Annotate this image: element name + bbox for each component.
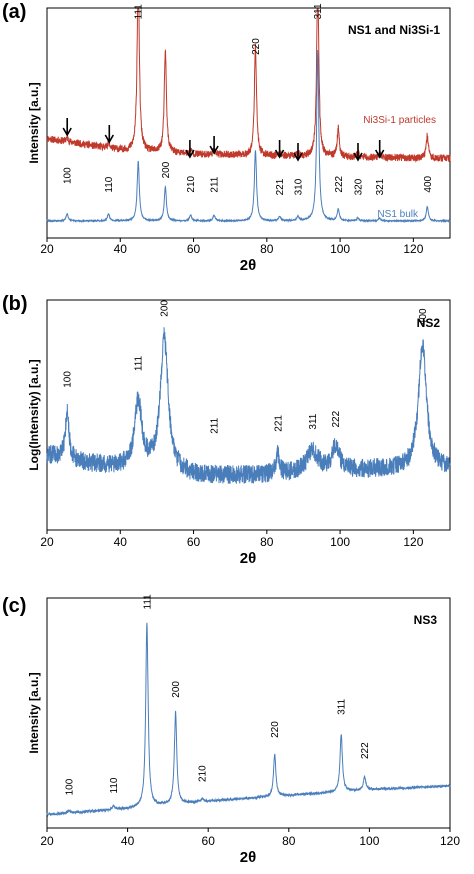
panel-a-peak-label-400: 400 [423, 175, 434, 192]
panel-c-letter: (c) [2, 595, 26, 617]
panel-a-x-tick-label-100: 100 [330, 242, 350, 256]
panel-b-x-tick-label-20: 20 [40, 535, 54, 549]
panel-a-peak-label-221: 221 [275, 178, 286, 195]
panel-a-tag: NS1 and Ni3Si-1 [348, 23, 440, 37]
panel-a-peak-labels: 111 311 220 100 110 200 210 211 221 310 222 320 321 4… [63, 3, 434, 195]
panel-a-x-tick-label-120: 120 [403, 242, 423, 256]
panel-c-peak-labels: 100 110 111 200 210 220 311 222 [65, 594, 371, 796]
panel-a-x-tick-label-60: 60 [187, 242, 201, 256]
panel-a-arrow-8 [375, 140, 385, 159]
panel-c-peak-label-311: 311 [337, 699, 348, 715]
panel-c-series-line-1 [46, 622, 451, 817]
panel-b-lines [46, 327, 451, 484]
panel-b-plot-frame [46, 299, 451, 531]
panel-b-peak-label-400: 400 [418, 308, 429, 325]
panel-b-x-tick-label-120: 120 [403, 535, 423, 549]
panel-a-x-tick-label-40: 40 [114, 242, 128, 256]
panel-b-y-axis-label: Log(Intensity) [a.u.] [27, 359, 41, 470]
panel-b-peak-label-221: 221 [273, 415, 284, 432]
panel-a: (a) NS1 and Ni3Si-1 Intensity [a.u.] 2θ … [2, 1, 451, 274]
panel-c-peak-label-220: 220 [270, 721, 281, 738]
panel-a-y-axis-label: Intensity [a.u.] [27, 82, 41, 163]
panel-a-peak-label-220: 220 [251, 38, 262, 55]
panel-b-peak-label-200: 200 [160, 300, 171, 317]
panel-c-peak-label-110: 110 [109, 777, 120, 793]
panel-c-x-tick-label-80: 80 [282, 834, 296, 848]
panel-c-tag: NS3 [414, 613, 438, 627]
panel-b-x-tick-label-40: 40 [114, 535, 128, 549]
panel-b-series-line-1 [46, 327, 451, 484]
panel-c-x-tick-label-60: 60 [202, 834, 216, 848]
panel-a-series-label-ni3si: Ni3Si-1 particles [363, 115, 436, 126]
panel-a-peak-label-211: 211 [210, 176, 221, 192]
panel-b-x-ticks: 20 40 60 80 100 120 [40, 530, 424, 549]
panel-a-arrow-2 [104, 125, 114, 144]
panel-b-tag: NS2 [417, 316, 441, 330]
panel-c-x-tick-label-20: 20 [40, 834, 54, 848]
panel-c-peak-label-222: 222 [360, 742, 371, 759]
panel-a-series-line-1 [46, 8, 451, 163]
panel-a-peak-label-310: 310 [294, 178, 305, 195]
panel-a-peak-label-311: 311 [313, 3, 324, 19]
panel-a-lines [46, 8, 451, 224]
panel-a-plot-frame [46, 7, 451, 239]
panel-b-x-tick-label-80: 80 [260, 535, 274, 549]
panel-a-arrow-7 [353, 143, 363, 162]
panel-c-peak-label-111: 111 [142, 594, 153, 610]
panel-b-peak-label-222: 222 [331, 410, 342, 427]
panel-a-peak-label-100: 100 [63, 167, 74, 184]
panel-c-x-tick-label-120: 120 [440, 834, 460, 848]
panel-c-plot-frame [46, 597, 451, 829]
panel-c-lines [46, 622, 451, 817]
panel-a-peak-label-222: 222 [334, 175, 345, 192]
panel-a-arrow-3 [185, 140, 195, 159]
panel-c-x-ticks: 20 40 60 80 100 120 [40, 828, 460, 848]
panel-a-peak-label-110: 110 [104, 176, 115, 192]
panel-a-x-axis-label: 2θ [240, 257, 256, 274]
panel-a-arrows [62, 118, 385, 162]
panel-b-peak-labels: 100 111 200 211 221 311 222 400 [63, 300, 429, 434]
panel-a-peak-label-321: 321 [375, 178, 386, 195]
panel-a-series-line-2 [46, 49, 451, 224]
panel-b-x-tick-label-60: 60 [187, 535, 201, 549]
panel-b-letter: (b) [2, 293, 28, 315]
panel-a-peak-label-210: 210 [186, 175, 197, 192]
panel-b: (b) NS2 Log(Intensity) [a.u.] 2θ 100 111 2… [2, 293, 451, 567]
panel-b-x-tick-label-100: 100 [330, 535, 350, 549]
panel-c: (c) NS3 Intensity [a.u.] 2θ 100 110 111 200… [2, 594, 460, 866]
panel-b-peak-label-211: 211 [210, 417, 221, 433]
panel-b-x-axis-label: 2θ [240, 550, 256, 567]
panel-c-y-axis-label: Intensity [a.u.] [27, 672, 41, 753]
panel-c-x-axis-label: 2θ [240, 849, 256, 866]
panel-a-peak-label-200: 200 [161, 161, 172, 178]
panel-c-x-tick-label-40: 40 [121, 834, 135, 848]
panel-a-arrow-4 [209, 136, 219, 155]
panel-b-peak-label-111: 111 [134, 355, 145, 371]
panel-c-x-tick-label-100: 100 [359, 834, 379, 848]
panel-a-arrow-6 [293, 143, 303, 162]
panel-a-peak-label-111: 111 [134, 4, 145, 20]
panel-a-x-tick-label-80: 80 [260, 242, 274, 256]
panel-a-arrow-1 [62, 118, 72, 137]
panel-a-x-tick-label-20: 20 [40, 242, 54, 256]
panel-a-x-ticks: 20 40 60 80 100 120 [40, 238, 424, 256]
panel-c-peak-label-100: 100 [65, 778, 76, 795]
panel-c-peak-label-210: 210 [198, 765, 209, 782]
panel-a-series-label-ns1: NS1 bulk [377, 209, 419, 220]
panel-a-arrow-5 [274, 140, 285, 159]
panel-a-peak-label-320: 320 [354, 178, 365, 195]
panel-a-letter: (a) [2, 1, 26, 23]
panel-b-peak-label-100: 100 [63, 371, 74, 388]
panel-b-peak-label-311: 311 [308, 413, 319, 429]
panel-c-peak-label-200: 200 [171, 681, 182, 698]
